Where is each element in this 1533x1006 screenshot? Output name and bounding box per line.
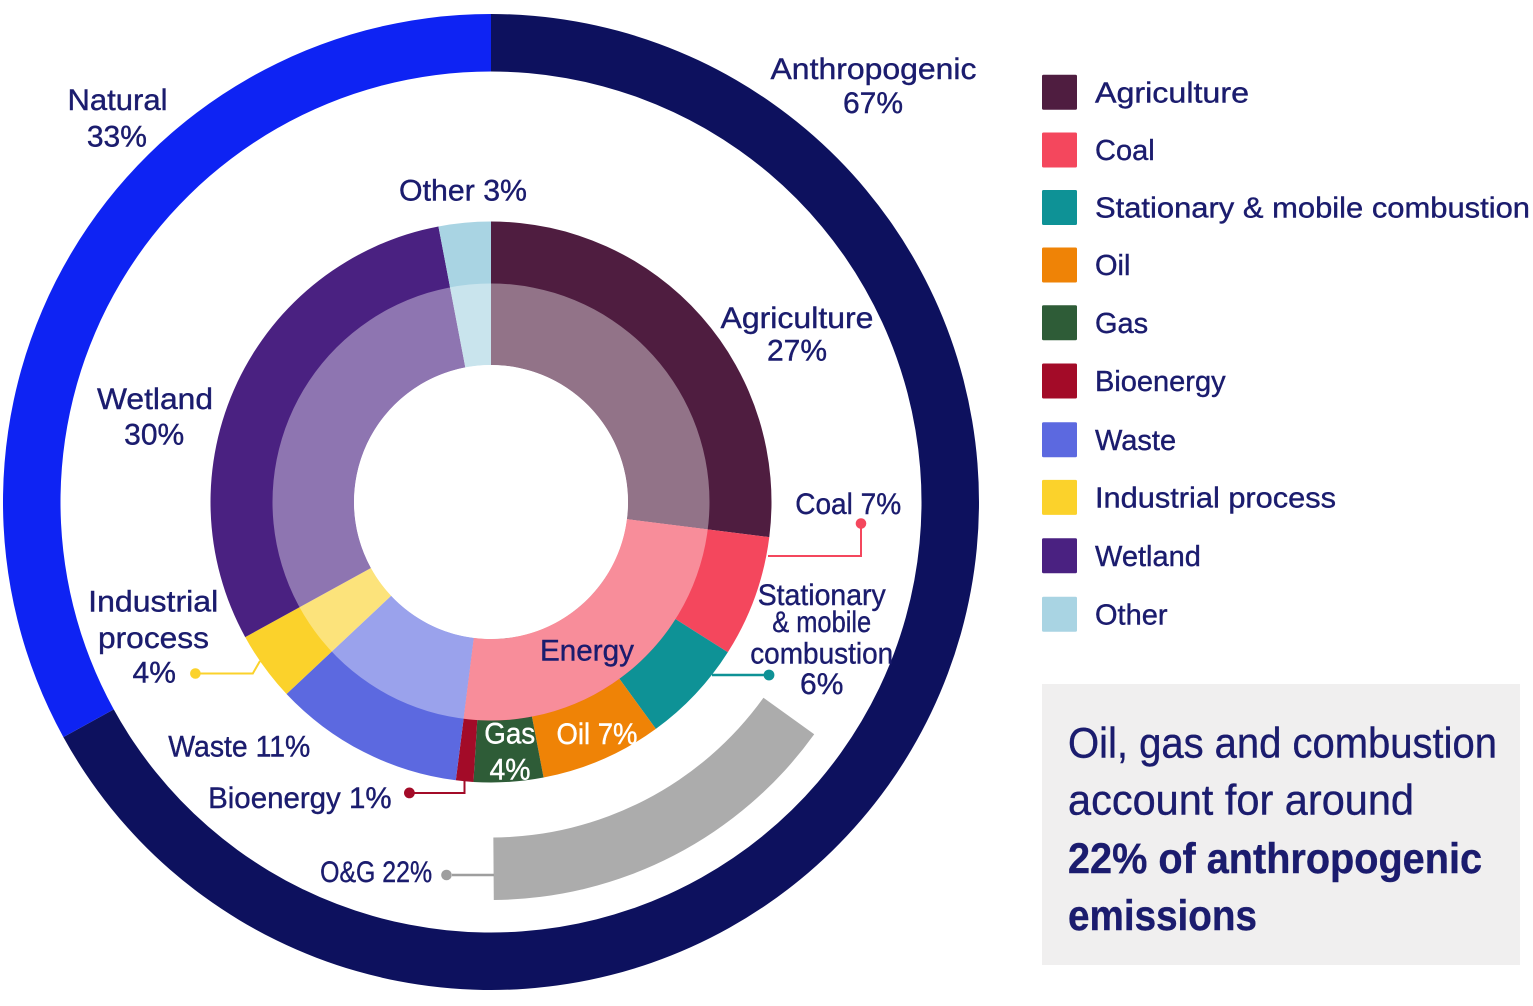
svg-text:22% of anthropogenic: 22% of anthropogenic [1068,835,1482,883]
svg-text:Other: Other [1095,600,1168,632]
svg-text:Bioenergy 1%: Bioenergy 1% [208,782,392,815]
svg-text:Waste: Waste [1095,425,1176,457]
svg-text:emissions: emissions [1068,892,1257,940]
svg-text:Wetland: Wetland [97,383,213,416]
svg-text:O&G 22%: O&G 22% [320,856,432,889]
svg-text:Oil: Oil [1095,250,1130,282]
svg-text:Coal 7%: Coal 7% [795,488,901,521]
svg-text:Industrial process: Industrial process [1095,483,1336,515]
svg-text:Coal: Coal [1095,135,1155,167]
svg-text:Industrial: Industrial [88,586,218,619]
svg-text:Gas: Gas [484,717,535,750]
svg-text:Waste 11%: Waste 11% [168,730,310,763]
svg-text:Energy: Energy [540,634,634,667]
svg-text:Natural: Natural [68,84,168,117]
svg-text:Anthropogenic: Anthropogenic [771,53,977,86]
svg-text:Agriculture: Agriculture [721,302,874,335]
svg-text:33%: 33% [87,121,147,154]
svg-text:Agriculture: Agriculture [1095,78,1249,110]
svg-text:4%: 4% [490,753,531,786]
svg-text:Other 3%: Other 3% [399,174,527,207]
svg-text:Wetland: Wetland [1095,541,1201,573]
svg-text:6%: 6% [800,668,843,701]
svg-text:30%: 30% [124,418,184,451]
svg-text:Oil, gas and combustion: Oil, gas and combustion [1068,719,1497,767]
svg-text:27%: 27% [767,334,827,367]
svg-text:Oil 7%: Oil 7% [557,718,638,751]
svg-text:Gas: Gas [1095,308,1148,340]
svg-text:Bioenergy: Bioenergy [1095,366,1226,398]
svg-text:& mobile: & mobile [772,606,871,639]
svg-text:4%: 4% [133,657,176,690]
svg-text:account for around: account for around [1068,777,1414,825]
svg-text:Stationary & mobile combustion: Stationary & mobile combustion [1095,193,1530,225]
svg-text:process: process [98,622,209,655]
svg-text:67%: 67% [843,87,903,120]
svg-text:combustion: combustion [750,638,893,671]
svg-text:Stationary: Stationary [758,579,886,612]
